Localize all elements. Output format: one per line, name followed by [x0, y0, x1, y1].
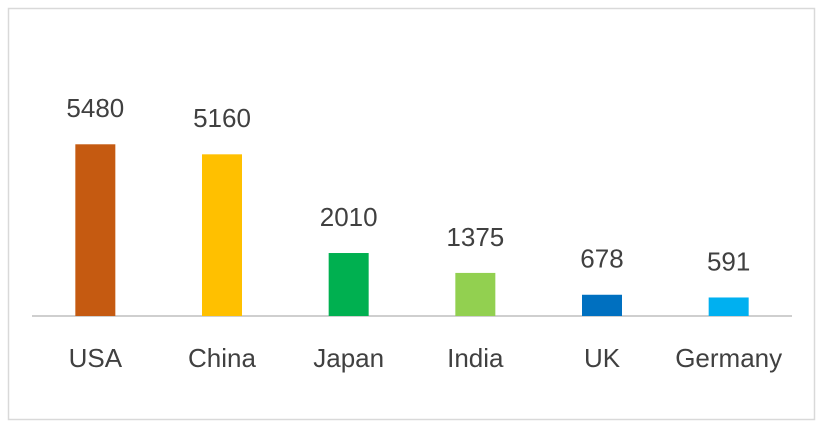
x-tick-label: USA — [69, 343, 123, 373]
bar — [328, 253, 369, 316]
bar — [75, 144, 116, 316]
x-tick-label: Germany — [675, 343, 782, 373]
bar — [455, 272, 496, 316]
bar — [708, 297, 749, 316]
data-label: 5160 — [193, 103, 251, 133]
bar — [202, 154, 242, 316]
data-label: 5480 — [66, 93, 124, 123]
x-tick-label: India — [447, 343, 504, 373]
x-tick-label: Japan — [313, 343, 384, 373]
x-tick-label: China — [188, 343, 256, 373]
data-label: 1375 — [446, 222, 504, 252]
data-label: 2010 — [320, 202, 378, 232]
bar — [582, 294, 622, 316]
data-label: 678 — [580, 244, 623, 274]
chart-border — [7, 7, 816, 421]
x-tick-label: UK — [584, 343, 621, 373]
data-label: 591 — [707, 246, 750, 276]
